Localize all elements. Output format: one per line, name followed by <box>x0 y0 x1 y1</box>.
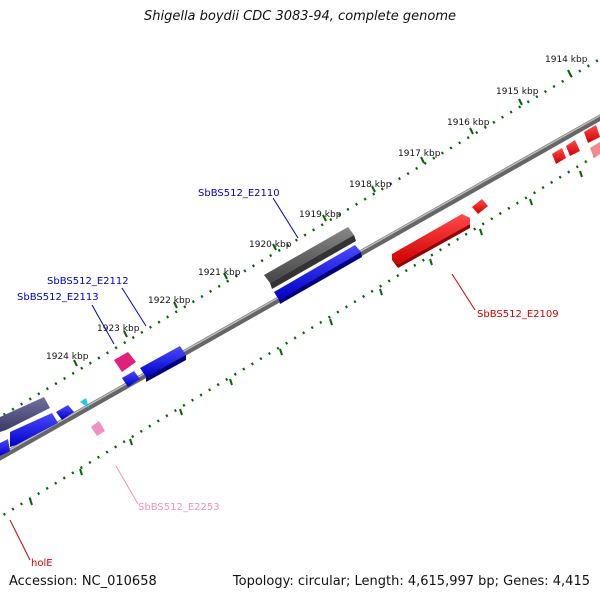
label-sbbs512-e2112[interactable]: SbBS512_E2112 <box>47 276 129 287</box>
callout-lines <box>9 197 476 561</box>
ruler-lower-major-ticks <box>29 170 583 506</box>
tick-label-1923: 1923 kbp <box>97 324 140 334</box>
gene-reverse-2[interactable] <box>472 199 488 214</box>
tick-label-1917: 1917 kbp <box>398 149 441 159</box>
gene-forward-2[interactable] <box>140 346 186 382</box>
tick-label-1916: 1916 kbp <box>447 118 490 128</box>
gene-sbbs512-e2110[interactable] <box>264 227 356 289</box>
ruler-lower <box>0 151 600 519</box>
label-sbbs512-e2110[interactable]: SbBS512_E2110 <box>198 188 280 199</box>
tick-label-1921: 1921 kbp <box>198 268 241 278</box>
gene-reverse-3[interactable] <box>552 125 600 164</box>
tick-label-1920: 1920 kbp <box>249 240 292 250</box>
map-title: Shigella boydii CDC 3083-94, complete ge… <box>143 9 457 24</box>
tick-label-1918: 1918 kbp <box>349 180 392 190</box>
label-sbbs512-e2253[interactable]: SbBS512_E2253 <box>138 502 220 513</box>
label-sbbs512-e2113[interactable]: SbBS512_E2113 <box>17 292 99 303</box>
accession-text: Accession: NC_010658 <box>9 574 157 589</box>
ruler-major-ticks <box>73 69 572 367</box>
gene-forward-3[interactable] <box>122 371 140 387</box>
tick-label-1924: 1924 kbp <box>46 352 89 362</box>
ruler-upper <box>0 57 600 419</box>
tick-label-1919: 1919 kbp <box>299 210 342 220</box>
gene-sbbs512-e2253[interactable] <box>91 421 105 436</box>
gene-sbbs512-e2109[interactable] <box>392 214 470 268</box>
label-sbbs512-e2109[interactable]: SbBS512_E2109 <box>477 309 559 320</box>
ruler-tick-labels: 1914 kbp 1915 kbp 1916 kbp 1917 kbp 1918… <box>46 55 588 362</box>
gene-sbbs512-e2113[interactable] <box>114 352 136 372</box>
tick-label-1914: 1914 kbp <box>545 55 588 65</box>
tick-label-1922: 1922 kbp <box>148 296 191 306</box>
tick-label-1915: 1915 kbp <box>496 87 539 97</box>
gene-forward-4[interactable] <box>0 405 74 456</box>
gene-slate[interactable] <box>0 397 50 432</box>
label-hole[interactable]: holE <box>31 558 53 569</box>
gene-forward-1[interactable] <box>274 245 362 304</box>
genome-summary-text: Topology: circular; Length: 4,615,997 bp… <box>232 574 590 589</box>
gene-cyan[interactable] <box>80 398 89 408</box>
